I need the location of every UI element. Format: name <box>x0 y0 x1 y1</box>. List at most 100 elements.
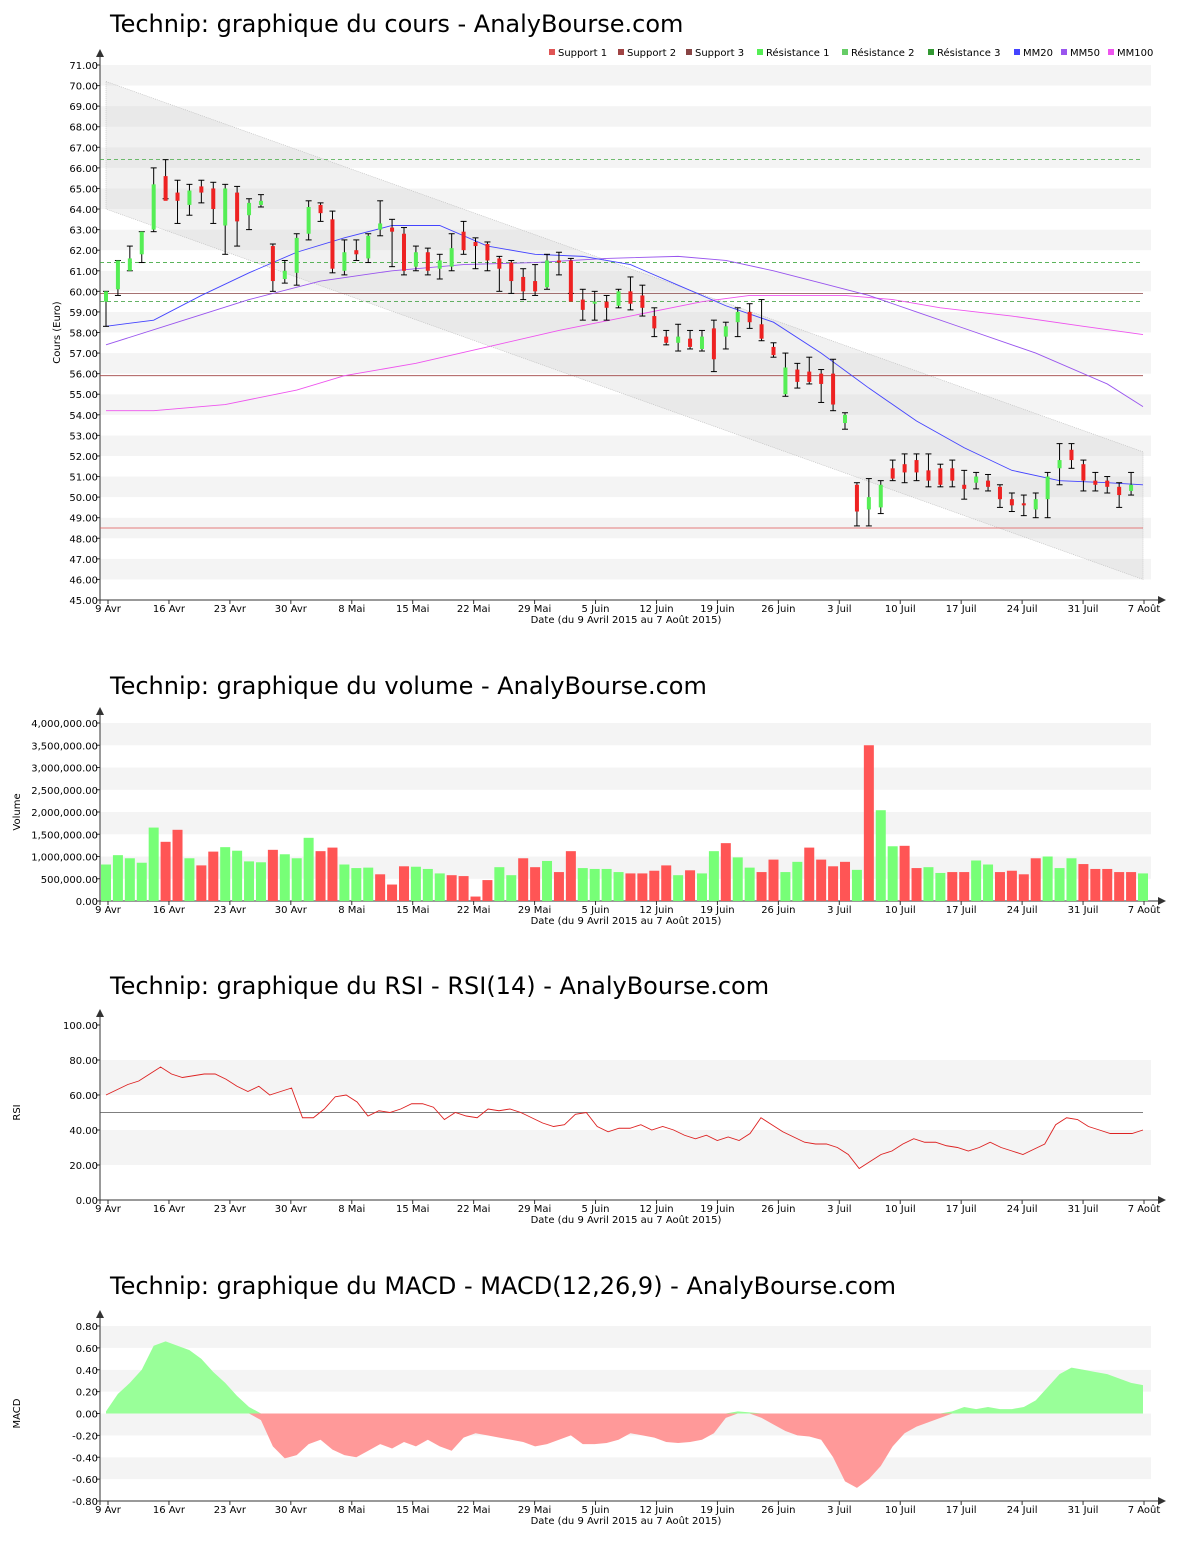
macd-band <box>100 1391 1151 1414</box>
candle-body <box>235 192 240 222</box>
price-band <box>100 353 1151 374</box>
volume-chart: 0.00 500,000.00 1,000,000.00 1,500,000.00 2,… <box>12 707 1166 927</box>
volume-xtick-label: 10 Juil <box>885 905 916 916</box>
legend-entry: Support 2 <box>627 48 676 59</box>
price-ytick-label: 46.00 <box>69 575 98 586</box>
rsi-xtick-label: 16 Avr <box>153 1204 186 1215</box>
candle-body <box>974 476 979 483</box>
candle-body <box>425 252 430 271</box>
rsi-xtick-label: 23 Avr <box>214 1204 247 1215</box>
volume-bar <box>470 896 481 901</box>
volume-bar <box>375 874 386 901</box>
candle-body <box>771 346 776 356</box>
legend-entry: MM20 <box>1023 48 1053 59</box>
volume-bar <box>661 865 672 901</box>
candle-body <box>795 369 800 382</box>
price-ytick-label: 54.00 <box>69 411 98 422</box>
price-band <box>100 209 1151 230</box>
legend-entry: Résistance 2 <box>851 47 914 59</box>
volume-bar <box>196 865 207 901</box>
volume-band <box>100 723 1151 746</box>
candle-body <box>223 188 228 226</box>
volume-bar <box>971 860 982 901</box>
candle-body <box>1045 476 1050 500</box>
macd-xtick-label: 9 Avr <box>95 1505 122 1516</box>
price-chart: 45.00 46.00 47.00 48.00 49.00 50.00 51.00 52.00… <box>52 47 1166 626</box>
volume-bar <box>851 869 862 901</box>
rsi-xtick-label: 5 Juin <box>582 1204 610 1215</box>
price-band <box>100 538 1151 559</box>
legend-swatch <box>1014 49 1020 55</box>
volume-bar <box>577 868 588 901</box>
macd-ytick-label: -0.40 <box>72 1453 98 1464</box>
price-band <box>100 65 1151 86</box>
macd-xtick-label: 30 Avr <box>275 1505 308 1516</box>
candle-body <box>1105 480 1110 487</box>
volume-bar <box>339 864 350 901</box>
rsi-band <box>100 1060 1151 1095</box>
price-xtick-label: 9 Avr <box>95 604 122 615</box>
rsi-ytick-label: 20.00 <box>69 1161 98 1172</box>
legend-swatch <box>686 49 692 55</box>
price-y-axis-label: Cours (Euro) <box>52 301 63 364</box>
volume-bar <box>804 847 815 901</box>
candle-body <box>640 295 645 308</box>
volume-ytick-label: 2,000,000.00 <box>31 808 98 819</box>
volume-xtick-label: 3 Juil <box>827 905 851 916</box>
price-xtick-label: 31 Juil <box>1068 604 1099 615</box>
candle-body <box>1057 460 1062 469</box>
macd-xtick-label: 12 Juin <box>639 1505 673 1516</box>
mm50-line <box>105 255 1144 407</box>
price-xtick-label: 26 Juin <box>761 604 795 615</box>
candle-body <box>580 299 585 310</box>
rsi-xtick-label: 9 Avr <box>95 1204 122 1215</box>
candle-body <box>509 262 514 282</box>
macd-xtick-label: 8 Mai <box>338 1505 365 1516</box>
price-band <box>100 270 1151 292</box>
candle-body <box>1033 499 1038 510</box>
macd-panel: Technip: graphique du MACD - MACD(12,26,… <box>0 1260 1200 1550</box>
macd-band <box>100 1326 1151 1348</box>
rsi-chart: 0.00 20.00 40.00 60.00 80.00 100.00 9 Avr 16 Av… <box>12 1009 1166 1226</box>
candle-body <box>628 291 633 304</box>
volume-bar <box>887 846 898 901</box>
candle-body <box>521 276 526 292</box>
macd-xtick-label: 5 Juin <box>582 1505 610 1516</box>
price-ytick-label: 65.00 <box>69 184 98 195</box>
volume-bar <box>518 858 529 901</box>
candle-body <box>735 311 740 323</box>
volume-band <box>100 789 1151 812</box>
volume-bar <box>816 859 827 901</box>
volume-bar <box>160 841 171 901</box>
candle-body <box>783 367 788 395</box>
volume-bar <box>315 851 326 901</box>
candle-body <box>330 219 335 269</box>
legend-swatch <box>757 49 763 55</box>
volume-bar <box>708 851 719 901</box>
price-xtick-label: 29 Mai <box>518 604 551 615</box>
candle-body <box>950 468 955 481</box>
candle-body <box>437 260 442 269</box>
candle-body <box>938 468 943 485</box>
candle-body <box>497 258 502 269</box>
candle-body <box>187 190 192 205</box>
rsi-xtick-label: 12 Juin <box>639 1204 673 1215</box>
mm20-line <box>105 225 1144 486</box>
candle-body <box>473 241 478 247</box>
volume-xtick-label: 22 Mai <box>457 905 490 916</box>
volume-bar <box>828 866 839 901</box>
macd-y-axis-label: MACD <box>12 1398 23 1428</box>
rsi-band <box>100 1130 1151 1165</box>
rsi-xtick-label: 26 Juin <box>761 1204 795 1215</box>
price-ytick-label: 56.00 <box>69 370 98 381</box>
macd-xtick-label: 19 Juin <box>700 1505 734 1516</box>
price-ytick-label: 70.00 <box>69 82 98 93</box>
candle-body <box>545 260 550 288</box>
volume-bar <box>398 866 409 901</box>
volume-bar <box>1126 872 1137 901</box>
candle-body <box>616 291 621 306</box>
legend-swatch <box>549 49 555 55</box>
macd-chart-title: Technip: graphique du MACD - MACD(12,26,… <box>110 1272 897 1300</box>
legend-swatch <box>618 49 624 55</box>
macd-xtick-label: 31 Juil <box>1068 1505 1099 1516</box>
